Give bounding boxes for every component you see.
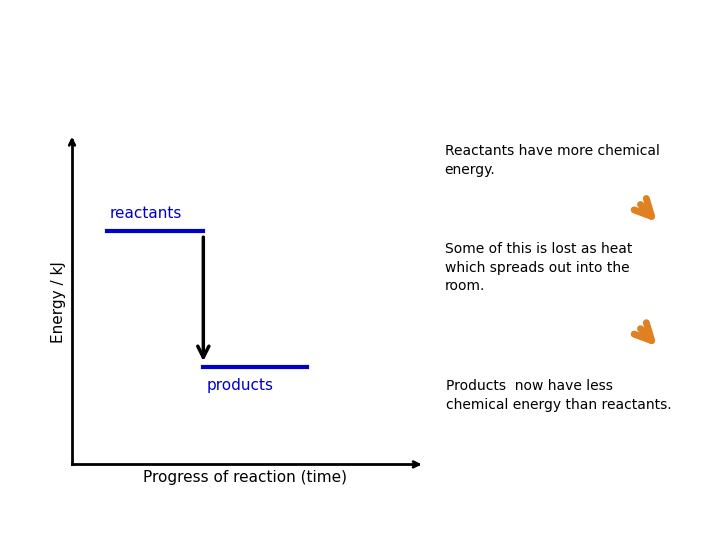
- Text: products: products: [207, 378, 274, 393]
- Y-axis label: Energy / kJ: Energy / kJ: [51, 261, 66, 343]
- Text: Exothermic Reaction: Exothermic Reaction: [93, 80, 368, 104]
- Text: Some of this is lost as heat
which spreads out into the
room.: Some of this is lost as heat which sprea…: [445, 242, 632, 293]
- Text: reactants: reactants: [110, 206, 182, 221]
- Text: Energy Level Diagram for an: Energy Level Diagram for an: [40, 37, 420, 60]
- Text: Reactants have more chemical
energy.: Reactants have more chemical energy.: [445, 144, 660, 177]
- Text: Products  now have less
chemical energy than reactants.: Products now have less chemical energy t…: [446, 379, 671, 411]
- X-axis label: Progress of reaction (time): Progress of reaction (time): [143, 470, 347, 485]
